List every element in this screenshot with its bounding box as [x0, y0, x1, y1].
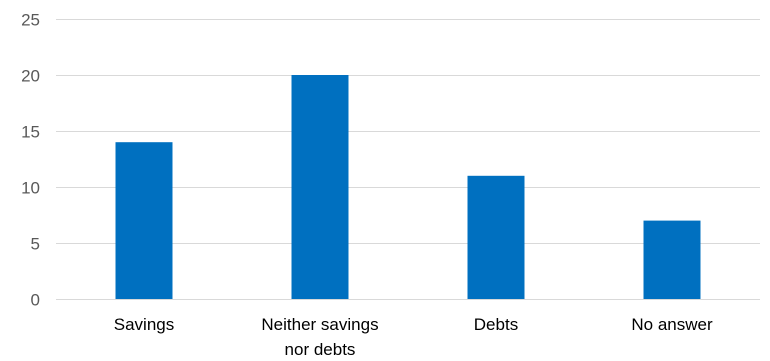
y-tick-label: 0	[31, 291, 40, 310]
bar-neither-savings-nor-debts	[291, 75, 349, 299]
x-category-label: Savings	[114, 315, 174, 334]
bars	[115, 75, 701, 299]
y-tick-label: 10	[21, 179, 40, 198]
gridlines	[56, 19, 760, 300]
x-category-label: Debts	[474, 315, 518, 334]
y-tick-label: 20	[21, 67, 40, 86]
y-axis-tick-labels: 0 5 10 15 20 25	[21, 11, 40, 310]
x-category-label: Neither savings nor debts	[261, 315, 378, 359]
y-tick-label: 15	[21, 123, 40, 142]
bar-no-answer	[643, 220, 701, 299]
x-axis-category-labels: Savings Neither savings nor debts Debts No a…	[114, 315, 713, 359]
y-tick-label: 5	[31, 235, 40, 254]
y-tick-label: 25	[21, 11, 40, 30]
bar-debts	[467, 175, 525, 299]
x-category-label: No answer	[631, 315, 713, 334]
bar-savings	[115, 142, 173, 299]
